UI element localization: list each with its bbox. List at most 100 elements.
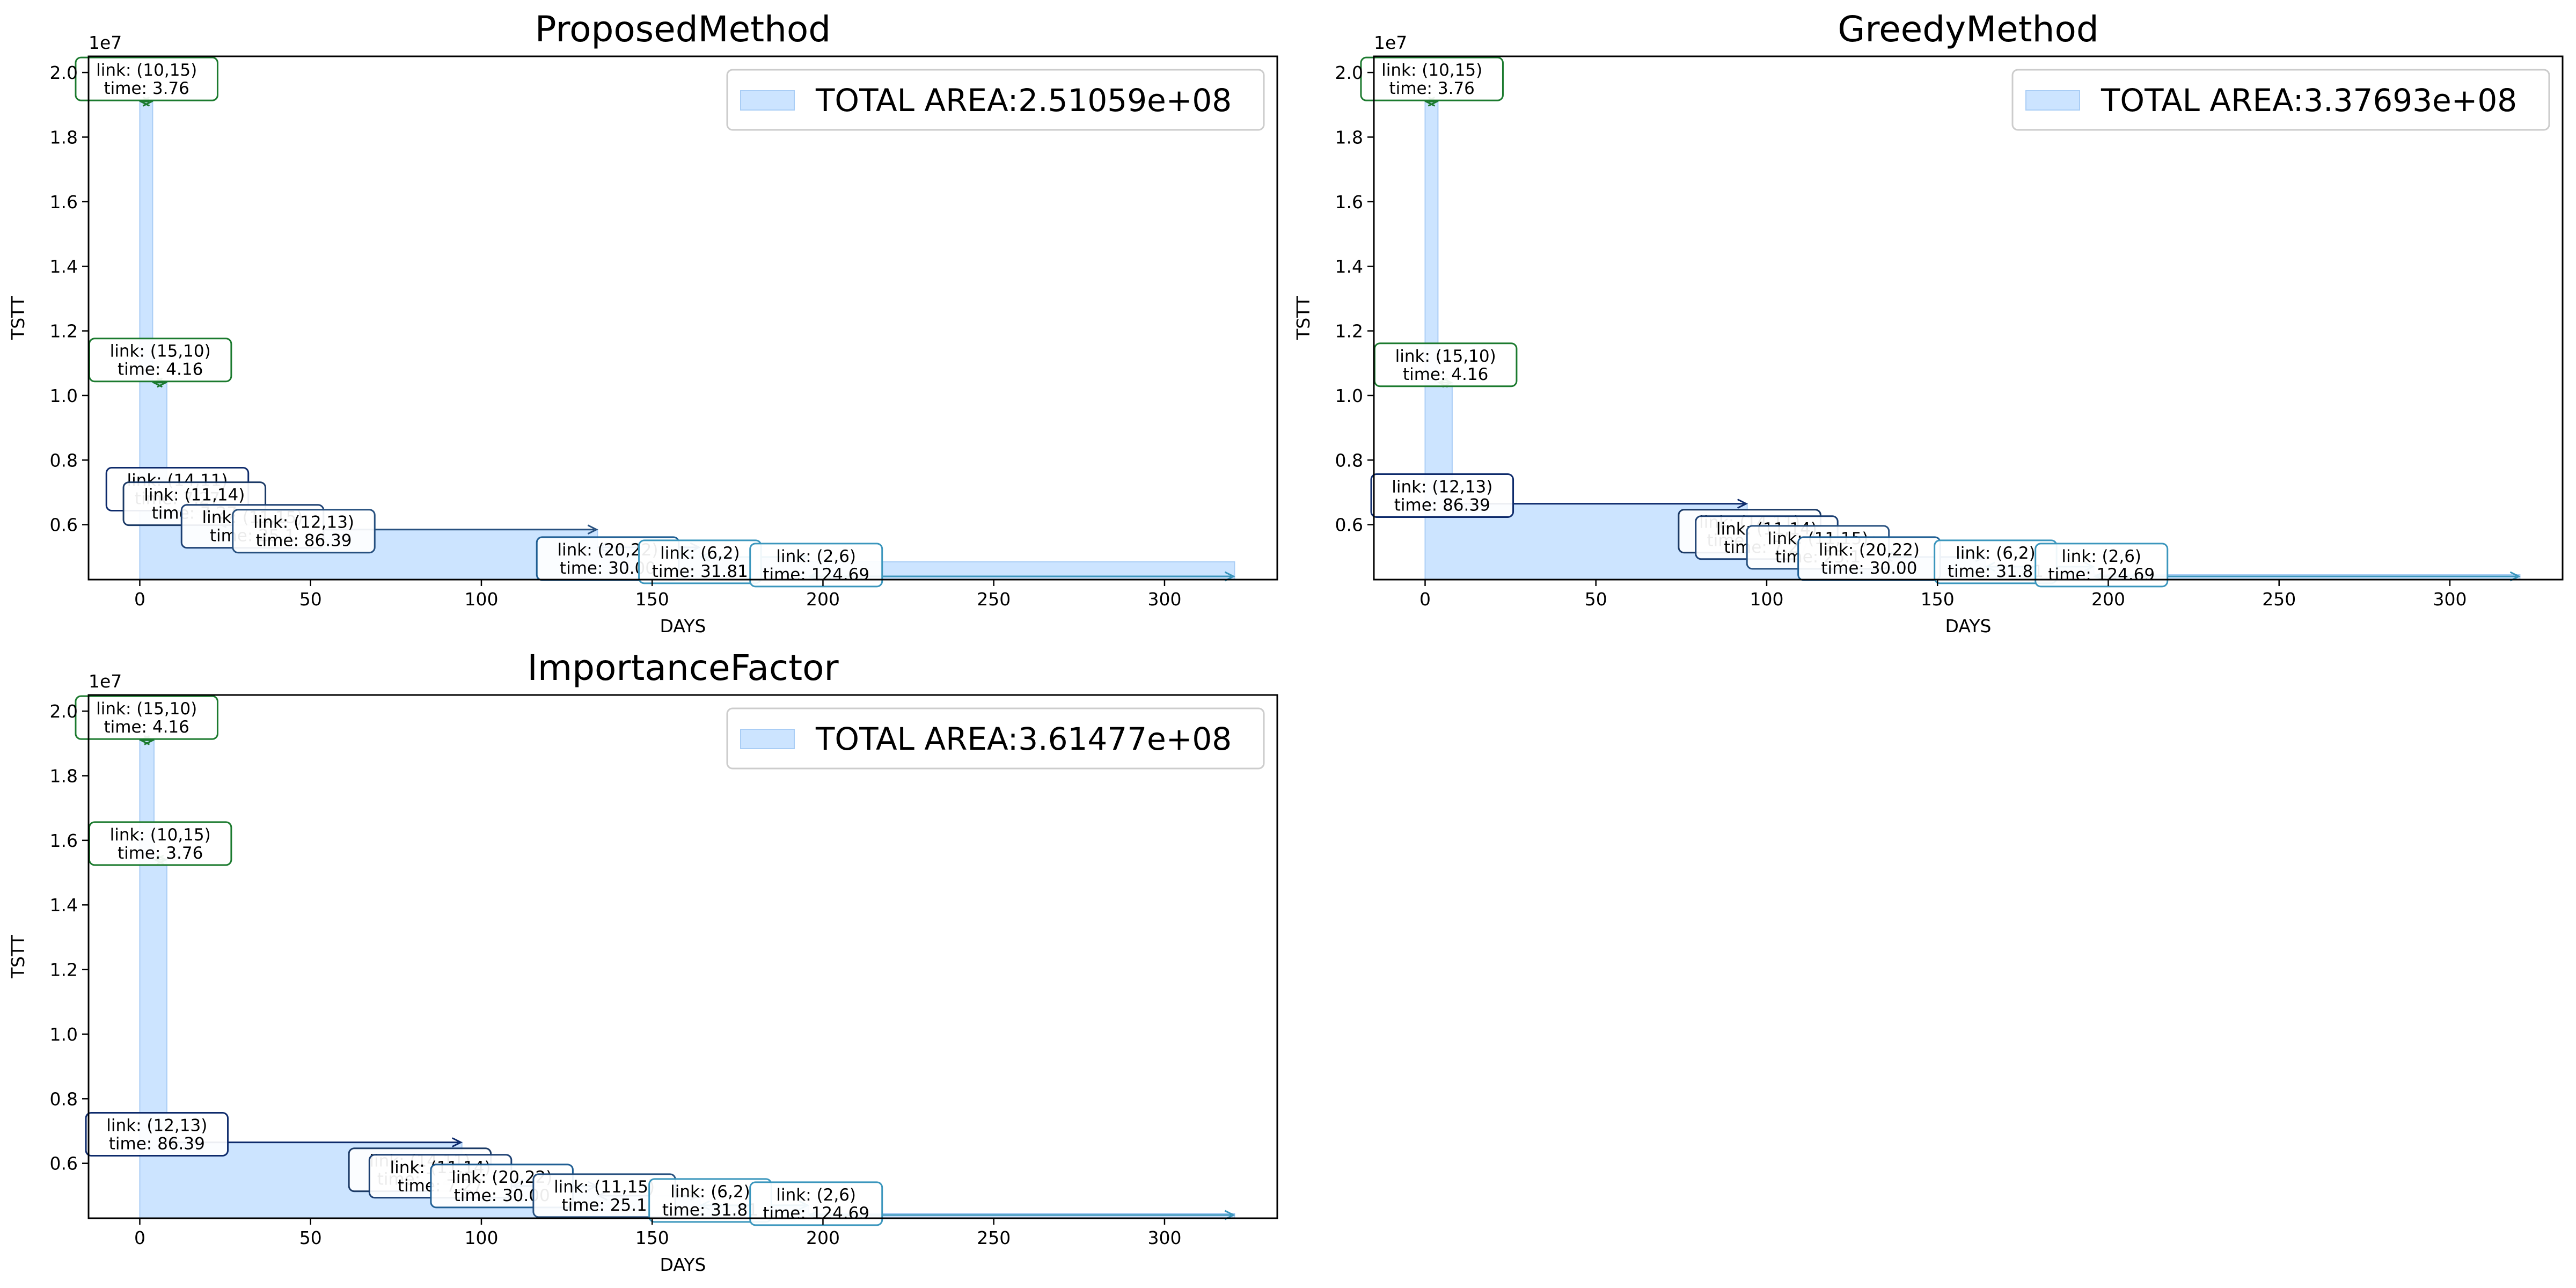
x-tick-label: 300 — [1147, 1227, 1181, 1248]
x-tick-label: 250 — [977, 1227, 1011, 1248]
annotation-time-label: time: 3.76 — [104, 79, 189, 98]
y-tick-label: 1.0 — [50, 1024, 78, 1045]
annotation-link-label: link: (6,2) — [660, 544, 740, 563]
y-tick-label: 0.6 — [50, 1153, 78, 1174]
x-tick-label: 50 — [1585, 589, 1607, 610]
legend: TOTAL AREA:2.51059e+08 — [726, 69, 1265, 131]
x-tick-label: 0 — [134, 1227, 145, 1248]
annotation-link-label: link: (6,2) — [1956, 544, 2036, 563]
y-tick-label: 0.6 — [1335, 515, 1363, 536]
x-tick-label: 100 — [464, 589, 498, 610]
x-tick-label: 150 — [635, 1227, 669, 1248]
annotation-box: link: (11,15)time: 25.1 — [532, 1173, 676, 1218]
x-tick-label: 0 — [134, 589, 145, 610]
annotation-frame — [749, 543, 883, 588]
annotation-frame — [75, 695, 218, 740]
y-tick-label: 1.4 — [50, 256, 78, 277]
y-tick-label: 1.8 — [50, 765, 78, 786]
legend-swatch — [2025, 90, 2080, 111]
y-tick-label: 2.0 — [1335, 62, 1363, 83]
annotation-box: link: (2,6)time: 124.69 — [749, 1181, 883, 1226]
y-offset-text: 1e7 — [89, 671, 122, 692]
annotation-link-label: link: (20,22) — [1819, 540, 1920, 560]
axes-frame — [1373, 55, 2564, 581]
annotation-link-label: link: (11,14) — [144, 486, 245, 505]
y-tick-label: 1.4 — [1335, 256, 1363, 277]
y-tick-label: 0.8 — [50, 1088, 78, 1109]
annotation-time-label: time: 31.81 — [1948, 562, 2044, 581]
legend: TOTAL AREA:3.37693e+08 — [2011, 69, 2550, 131]
annotation-time-label: time: 86.39 — [255, 531, 352, 551]
annotation-box: link: (15,10)time: 4.16 — [1373, 342, 1518, 387]
annotation-box: link: (20,22)time: 30.00 — [1797, 536, 1941, 581]
annotation-box: link: (6,2)time: 31.81 — [638, 539, 762, 584]
annotation-time-label: time: 4.16 — [1403, 365, 1488, 384]
annotation-link-label: link: (15,10) — [96, 699, 197, 719]
annotation-time-label: time: 30.00 — [1821, 559, 1917, 578]
y-tick-label: 1.8 — [50, 127, 78, 148]
y-tick-label: 0.8 — [1335, 450, 1363, 471]
annotation-time-label: time: 124.69 — [2048, 565, 2155, 584]
annotation-box: link: (10,15)time: 3.76 — [88, 821, 232, 866]
chart-title: ImportanceFactor — [527, 647, 839, 689]
annotation-time-label: time: 31.81 — [662, 1201, 758, 1220]
legend: TOTAL AREA:3.61477e+08 — [726, 707, 1265, 770]
x-axis-label: DAYS — [660, 616, 706, 636]
annotation-time-label: time: 4.16 — [104, 718, 189, 737]
y-tick-label: 2.0 — [50, 701, 78, 722]
y-tick-label: 1.4 — [50, 895, 78, 916]
x-tick-label: 0 — [1419, 589, 1431, 610]
annotation-link-label: link: (11,15) — [554, 1177, 655, 1197]
chart-title: ProposedMethod — [535, 9, 831, 50]
y-tick-label: 1.2 — [50, 321, 78, 342]
x-tick-label: 200 — [2091, 589, 2125, 610]
annotation-link-label: link: (15,10) — [110, 342, 211, 361]
x-tick-label: 100 — [1750, 589, 1783, 610]
x-tick-label: 150 — [635, 589, 669, 610]
y-tick-label: 1.0 — [1335, 385, 1363, 406]
annotation-time-label: time: 86.39 — [109, 1135, 205, 1154]
annotation-box: link: (2,6)time: 124.69 — [749, 543, 883, 588]
legend-label: TOTAL AREA:3.37693e+08 — [2101, 82, 2517, 119]
y-tick-label: 1.8 — [1335, 127, 1363, 148]
y-tick-label: 1.2 — [1335, 321, 1363, 342]
legend-label: TOTAL AREA:3.61477e+08 — [815, 721, 1232, 757]
annotation-time-label: time: 86.39 — [1394, 496, 1490, 515]
arrow-head-right — [452, 1137, 463, 1147]
annotation-frame — [1360, 56, 1504, 101]
annotation-box: link: (12,13)time: 86.39 — [232, 509, 376, 554]
annotation-link-label: link: (2,6) — [2061, 547, 2141, 566]
annotation-time-label: time: 4.16 — [118, 360, 203, 379]
annotation-link-label: link: (6,2) — [670, 1182, 750, 1202]
annotation-link-label: link: (10,15) — [110, 825, 211, 845]
x-axis-label: DAYS — [1945, 616, 1992, 636]
y-axis-label: TSTT — [8, 934, 28, 979]
y-tick-label: 1.2 — [50, 960, 78, 980]
annotation-box: link: (6,2)time: 31.81 — [1934, 539, 2058, 584]
y-tick-label: 0.6 — [50, 515, 78, 536]
x-axis-label: DAYS — [660, 1254, 706, 1275]
arrow-head-right — [1737, 499, 1748, 509]
legend-frame — [2011, 69, 2550, 131]
annotation-box: link: (6,2)time: 31.81 — [648, 1178, 772, 1223]
annotation-frame — [749, 1181, 883, 1226]
annotation-time-label: time: 25.1 — [561, 1196, 647, 1215]
y-axis-label: TSTT — [8, 296, 28, 340]
annotation-box: link: (15,10)time: 4.16 — [88, 338, 232, 383]
y-tick-label: 1.6 — [50, 192, 78, 213]
x-tick-label: 250 — [2262, 589, 2296, 610]
legend-label: TOTAL AREA:2.51059e+08 — [815, 82, 1232, 119]
annotation-frame — [232, 509, 376, 554]
annotation-box: link: (2,6)time: 124.69 — [2035, 543, 2169, 588]
x-tick-label: 150 — [1921, 589, 1955, 610]
annotation-time-label: time: 3.76 — [1389, 79, 1475, 98]
annotation-frame — [2035, 543, 2169, 588]
arrow-head-right — [587, 524, 598, 535]
y-tick-label: 1.0 — [50, 385, 78, 406]
y-tick-label: 1.6 — [1335, 192, 1363, 213]
annotation-box: link: (15,10)time: 4.16 — [75, 695, 218, 740]
axes-frame — [87, 55, 1278, 581]
